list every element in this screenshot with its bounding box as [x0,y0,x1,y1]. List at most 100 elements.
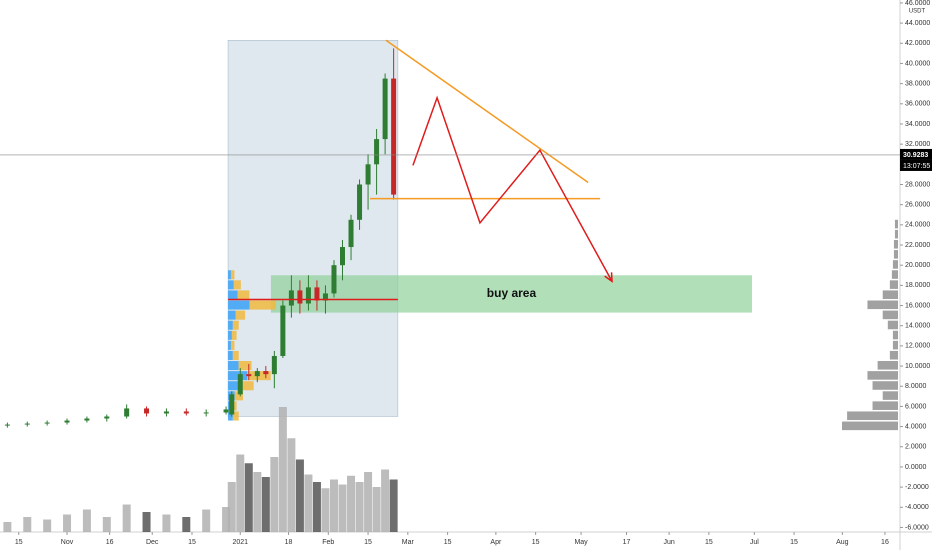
profile-bar [892,330,898,340]
candle-body [331,265,337,294]
x-tick-label: Aug [836,539,849,546]
candle-body [305,287,311,304]
profile-bar [889,280,898,289]
x-tick-label: 15 [790,539,798,546]
volume-bar [261,477,270,532]
candle-body [24,423,30,425]
candle-body [365,164,371,185]
candle-body [280,305,286,356]
volume-bar [102,517,111,532]
candle-body [229,394,235,415]
x-tick-label: Feb [322,539,334,546]
last-price-label: 30.9283 [903,152,928,159]
profile-bar [847,411,898,421]
volume-bar [23,517,32,532]
profile-bar [238,361,252,371]
y-tick-label: 42.0000 [905,40,930,47]
y-tick-label: 32.0000 [905,141,930,148]
volume-bar [253,472,262,532]
profile-bar [228,310,236,320]
candle-body [104,416,110,419]
candle-body [271,355,277,375]
volume-bar [304,474,313,532]
x-tick-label: Nov [61,539,74,546]
y-tick-label: 10.0000 [905,363,930,370]
volume-bar [162,514,171,532]
volume-bar [347,475,356,532]
profile-bar [228,371,248,381]
profile-bar [892,260,898,269]
profile-bar [887,320,898,330]
volume-bar [287,438,296,532]
profile-bar [230,340,235,350]
y-tick-label: 0.0000 [905,464,927,471]
volume-bar [389,479,398,532]
profile-bar [230,270,235,280]
volume-bar [372,487,381,532]
candle-body [203,412,209,414]
profile-bar [228,300,250,310]
volume-bar [338,484,347,532]
candle-body [374,139,380,165]
x-tick-label: 18 [285,539,293,546]
candle-body [382,78,388,140]
volume-bar [295,459,304,532]
x-tick-label: 15 [15,539,23,546]
profile-bar [228,270,231,280]
x-tick-label: May [574,539,588,546]
profile-bar [872,401,898,410]
x-tick-label: 2021 [232,539,248,546]
y-tick-label: 2.0000 [905,444,927,451]
candle-body [223,409,229,413]
y-tick-label: 4.0000 [905,423,927,430]
countdown-label: 13:07:55 [903,163,930,170]
y-tick-label: 16.0000 [905,302,930,309]
y-tick-label: 26.0000 [905,202,930,209]
x-tick-label: Mar [402,539,415,546]
candle-body [340,247,346,266]
y-tick-label: 36.0000 [905,101,930,108]
volume-bar [142,512,151,532]
profile-bar [228,350,233,361]
volume-bar [182,517,191,532]
volume-bar [202,509,211,532]
profile-bar [842,421,898,431]
candle-body [322,293,328,301]
y-tick-label: 24.0000 [905,222,930,229]
x-tick-label: Dec [146,539,159,546]
volume-bar [312,482,321,532]
profile-bar [872,381,898,390]
drawing-line [385,39,589,184]
profile-bar [231,330,237,340]
volume-bar [82,509,91,532]
y-tick-label: 12.0000 [905,343,930,350]
volume-bar [270,457,279,532]
y-tick-label: 34.0000 [905,121,930,128]
candle-body [391,78,397,195]
profile-bar [228,330,232,340]
candle-body [64,420,70,423]
y-tick-label: -6.0000 [905,524,929,531]
profile-bar [232,320,239,330]
y-tick-label: 46.0000 [905,0,930,7]
profile-bar [234,391,243,401]
volume-bar [364,472,373,532]
profile-bar [228,411,233,421]
profile-bar [867,371,898,380]
profile-bar [228,340,231,350]
volume-bar [43,519,52,532]
profile-bar [228,381,240,391]
profile-bar [228,361,239,371]
y-tick-label: 28.0000 [905,181,930,188]
volume-bar [355,482,364,532]
candle-body [254,371,260,377]
candle-body [357,184,363,220]
candle-body [84,418,90,421]
profile-bar [239,381,254,391]
candle-body [288,290,294,306]
countdown-box [900,159,932,171]
buy-zone-label: buy area [487,286,537,300]
x-tick-label: 15 [364,539,372,546]
candle-body [314,287,320,301]
candle-body [144,408,150,414]
